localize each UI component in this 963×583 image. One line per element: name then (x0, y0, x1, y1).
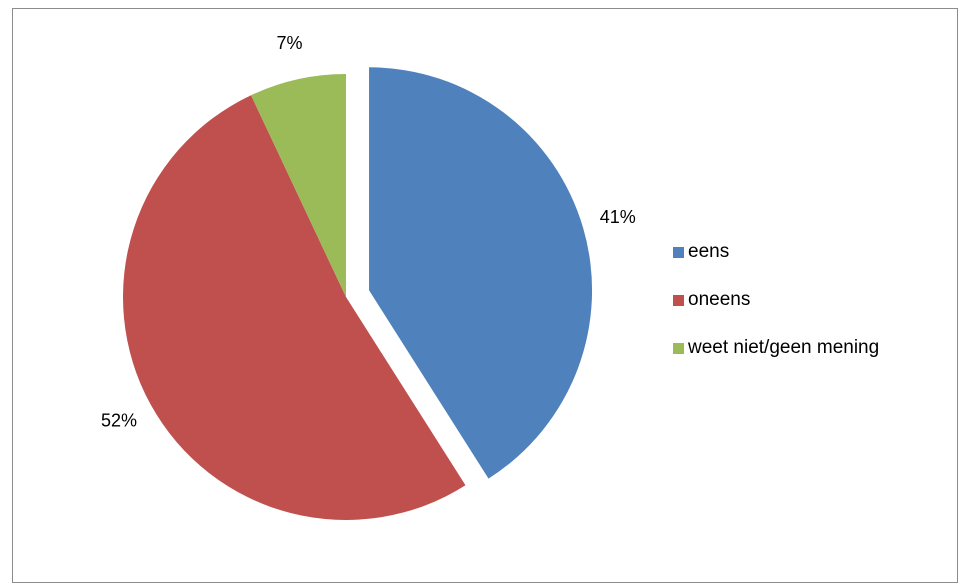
data-label-eens: 41% (600, 207, 636, 227)
legend-label-eens: eens (688, 241, 730, 262)
legend-swatch-eens (673, 246, 684, 258)
legend-label-weet-niet: weet niet/geen mening (688, 337, 880, 358)
legend-swatch-oneens (673, 294, 684, 306)
data-label-oneens: 52% (101, 411, 137, 431)
pie-chart: 41% 52% 7% (101, 33, 636, 520)
pie-slice-weet-niet (251, 74, 346, 297)
chart-frame: 41% 52% 7% eens oneens weet niet/geen meni… (12, 8, 958, 583)
legend: eens oneens weet niet/geen mening (673, 238, 879, 382)
data-label-weet-niet: 7% (276, 33, 302, 53)
legend-swatch-weet-niet (673, 342, 684, 354)
legend-item-weet-niet: weet niet/geen mening (673, 334, 879, 362)
pie-slice-eens (369, 67, 593, 479)
legend-item-oneens: oneens (673, 286, 879, 314)
legend-label-oneens: oneens (688, 289, 751, 310)
legend-item-eens: eens (673, 238, 879, 266)
pie-slice-oneens (123, 95, 466, 520)
